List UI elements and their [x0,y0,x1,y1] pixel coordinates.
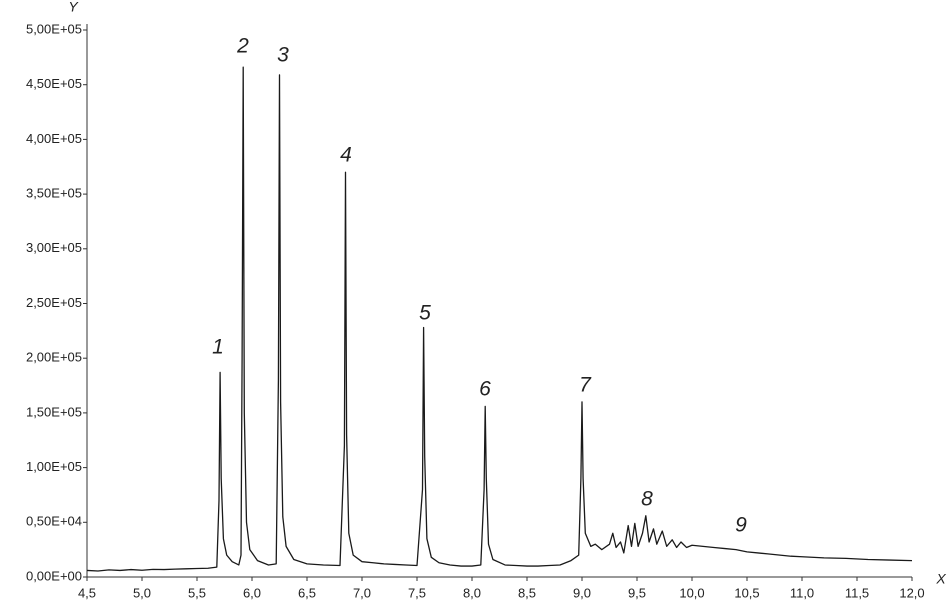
peak-label: 5 [419,302,431,325]
x-tick-label: 12,0 [899,585,924,600]
x-tick-label: 6,0 [243,585,261,600]
x-tick-label: 6,5 [298,585,316,600]
peak-label: 4 [340,144,352,167]
peak-label: 2 [236,35,249,58]
peak-label: 8 [641,488,653,511]
x-tick-label: 10,5 [734,585,759,600]
x-tick-label: 9,5 [628,585,646,600]
x-tick-label: 4,5 [78,585,96,600]
x-tick-label: 5,5 [188,585,206,600]
x-axis-label: X [935,571,946,587]
x-tick-label: 11,0 [790,585,814,600]
peak-label: 7 [579,374,592,397]
x-tick-label: 7,0 [353,585,371,600]
y-tick-label: 0,50E+04 [26,514,82,529]
peak-label: 9 [735,514,747,537]
peak-label: 6 [479,378,491,401]
y-tick-label: 4,00E+05 [26,131,82,146]
y-tick-label: 1,00E+05 [26,459,82,474]
y-tick-label: 4,50E+05 [26,76,82,91]
y-tick-label: 5,00E+05 [26,21,82,36]
peak-label: 3 [277,44,289,67]
x-tick-label: 10,0 [679,585,704,600]
x-tick-label: 11,5 [845,585,869,600]
chromatogram-line [86,66,913,572]
y-tick-label: 2,50E+05 [26,295,82,310]
y-tick-label: 0,00E+00 [26,568,82,583]
y-tick-label: 2,00E+05 [26,350,82,365]
x-tick-label: 8,5 [518,585,536,600]
y-tick-label: 1,50E+05 [26,404,82,419]
x-tick-label: 5,0 [133,585,151,600]
x-tick-label: 8,0 [463,585,481,600]
y-tick-label: 3,50E+05 [26,186,82,201]
x-tick-label: 7,5 [408,585,426,600]
y-axis-label: Y [68,0,79,15]
peak-label: 1 [212,336,224,359]
x-tick-label: 9,0 [573,585,591,600]
y-tick-label: 3,00E+05 [26,240,82,255]
